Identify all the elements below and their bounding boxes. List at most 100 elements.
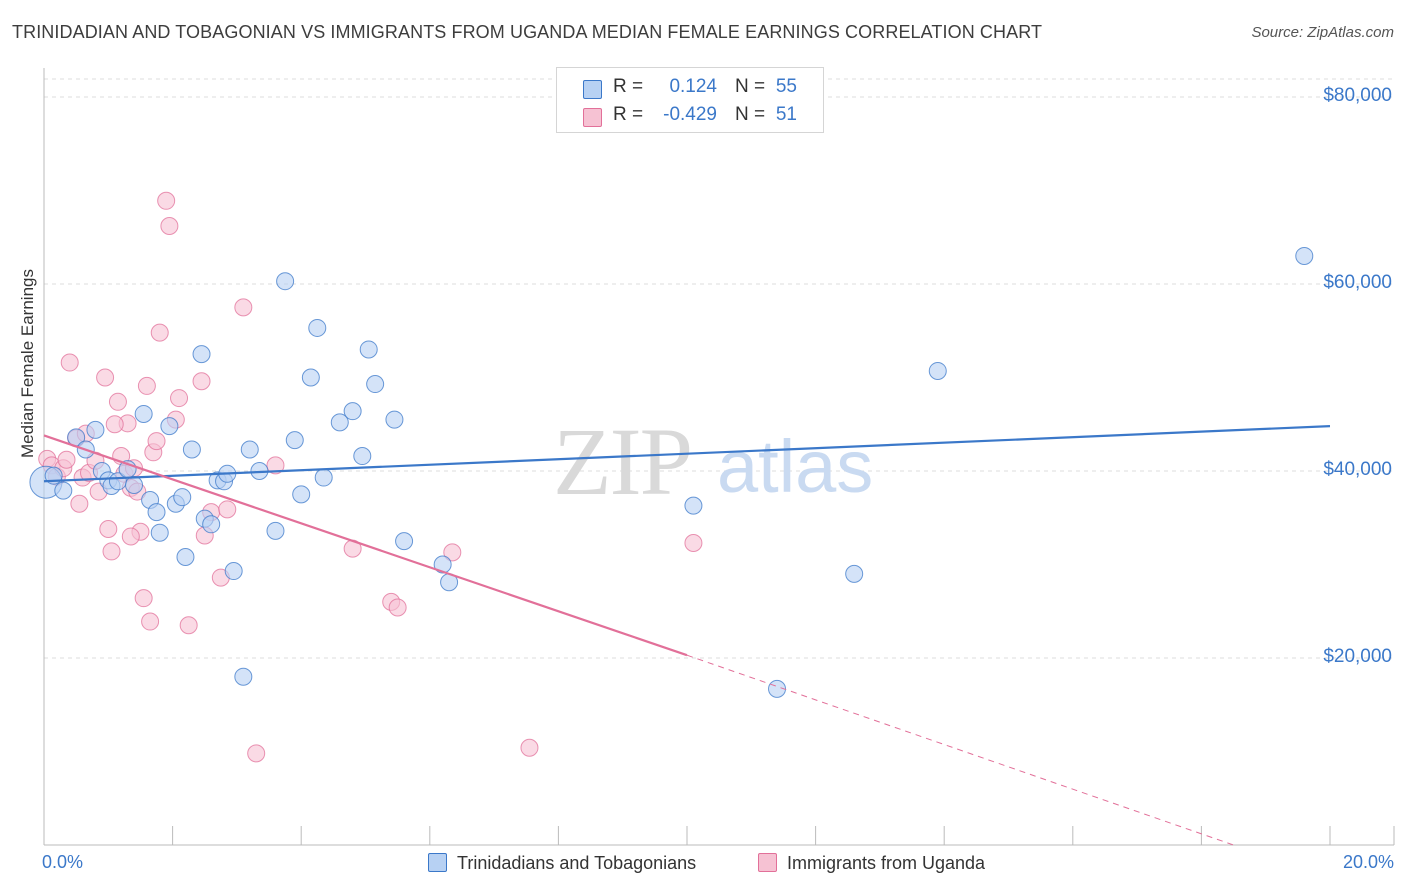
watermark-zip: ZIP (553, 408, 691, 515)
trinidad-point (276, 272, 295, 291)
uganda-point (247, 744, 266, 763)
correlation-legend: R = 0.124 N = 55 R = -0.429 N = 51 (556, 67, 824, 133)
trinidad-point (134, 404, 153, 423)
uganda-point (520, 738, 539, 757)
trinidad-point (202, 515, 221, 534)
trinidad-point (234, 667, 253, 686)
trinidad-point (308, 318, 327, 337)
x-tick-label-min: 0.0% (42, 852, 84, 872)
trinidad-point (433, 555, 452, 574)
trinidad-point (353, 447, 372, 466)
legend-r-label: R = (613, 76, 644, 97)
uganda-point (137, 376, 156, 395)
chart-source: Source: ZipAtlas.com (1251, 24, 1394, 41)
trinidad-point (314, 468, 333, 487)
uganda-point (60, 353, 79, 372)
trinidad-point (182, 440, 201, 459)
legend-r-label: R = (613, 104, 644, 125)
uganda-point (70, 494, 89, 513)
trinidad-trend-line (43, 425, 1331, 483)
uganda-point (179, 616, 198, 635)
trinidad-point (330, 413, 349, 432)
uganda-trend-extension (686, 654, 1234, 846)
legend-r-value: -0.429 (663, 104, 717, 125)
bottom-legend-uganda: Immigrants from Uganda (758, 853, 985, 874)
y-axis-label: Median Female Earnings (18, 269, 37, 458)
y-tick-label: $40,000 (1323, 459, 1392, 480)
trinidad-point (285, 431, 304, 450)
trinidad-point (224, 562, 243, 581)
bottom-legend-label: Immigrants from Uganda (787, 853, 986, 873)
legend-n-label: N = (735, 104, 766, 125)
watermark-atlas: atlas (717, 425, 873, 508)
trinidad-point (395, 532, 414, 551)
uganda-point (684, 533, 703, 552)
trinidad-point (176, 548, 195, 567)
legend-r-value: 0.124 (669, 76, 717, 97)
y-tick-label: $80,000 (1323, 85, 1392, 106)
uganda-point (150, 323, 169, 342)
uganda-trend-line (43, 434, 688, 657)
chart-title: TRINIDADIAN AND TOBAGONIAN VS IMMIGRANTS… (12, 22, 1043, 42)
uganda-point (102, 542, 121, 561)
trinidad-point (928, 361, 947, 380)
uganda-point (57, 450, 76, 469)
trinidad-point (845, 564, 864, 583)
y-tick-label: $20,000 (1323, 646, 1392, 667)
legend-n-value: 51 (775, 104, 797, 125)
legend-row-uganda: R = -0.429 N = 51 (557, 102, 823, 130)
trinidad-point (366, 375, 385, 394)
trinidad-point (292, 485, 311, 504)
trinidad-point (192, 345, 211, 364)
trinidad-point (385, 410, 404, 429)
trinidad-point (150, 523, 169, 542)
legend-swatch-blue (583, 80, 602, 99)
legend-swatch-pink (583, 108, 602, 127)
trinidad-point (684, 496, 703, 515)
trinidad-point (240, 440, 259, 459)
uganda-point (218, 500, 237, 519)
trinidad-point (1295, 246, 1314, 265)
uganda-point (105, 415, 124, 434)
trinidad-point (86, 420, 105, 439)
x-tick-label-max: 20.0% (1342, 852, 1394, 872)
trinidad-point (54, 481, 73, 500)
uganda-point (99, 519, 118, 538)
uganda-point (96, 368, 115, 387)
uganda-point (134, 589, 153, 608)
trinidad-point (343, 402, 362, 421)
bottom-legend-swatch-pink (758, 853, 777, 872)
legend-row-trinidad: R = 0.124 N = 55 (557, 74, 823, 102)
uganda-point (121, 527, 140, 546)
uganda-point (147, 432, 166, 451)
trinidad-point (301, 368, 320, 387)
bottom-legend-swatch-blue (428, 853, 447, 872)
y-tick-label: $60,000 (1323, 272, 1392, 293)
uganda-point (170, 389, 189, 408)
uganda-point (160, 217, 179, 236)
uganda-point (157, 191, 176, 210)
trinidad-point (173, 488, 192, 507)
trinidad-point (160, 417, 179, 436)
uganda-point (388, 598, 407, 617)
legend-n-value: 55 (775, 76, 797, 97)
uganda-point (266, 456, 285, 475)
trinidad-point (359, 340, 378, 359)
trinidad-point (266, 521, 285, 540)
watermark: ZIP atlas (553, 408, 873, 515)
uganda-point (234, 298, 253, 317)
bottom-legend-label: Trinidadians and Tobagonians (457, 853, 697, 873)
uganda-points (38, 191, 703, 763)
trinidad-point (147, 503, 166, 522)
grid-lines (44, 78, 1394, 659)
bottom-legend-trinidad: Trinidadians and Tobagonians (428, 853, 696, 874)
uganda-point (141, 612, 160, 631)
axes (43, 68, 1395, 846)
uganda-point (192, 372, 211, 391)
uganda-point (108, 392, 127, 411)
trend-lines (43, 425, 1331, 846)
trinidad-points (29, 246, 1314, 698)
trinidad-point (125, 476, 144, 495)
uganda-point (443, 543, 462, 562)
